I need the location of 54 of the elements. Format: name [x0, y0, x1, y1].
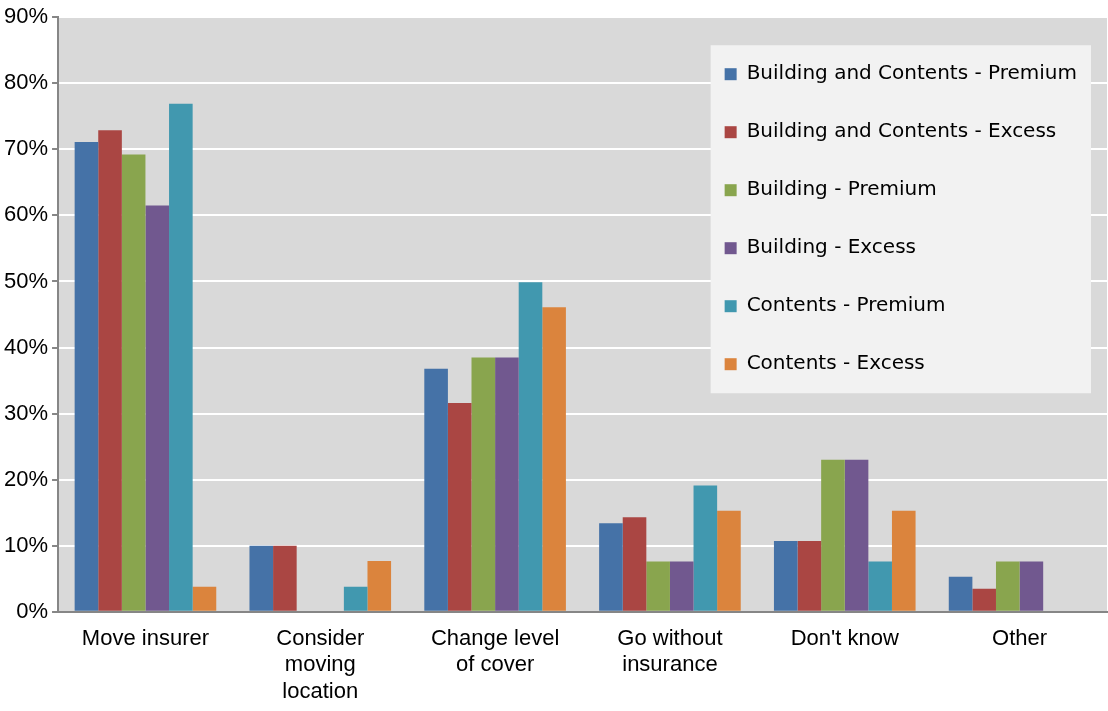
- bar: [773, 541, 798, 611]
- x-tick-label: Consider moving location: [276, 625, 365, 703]
- y-tick-label: 90%: [3, 3, 49, 29]
- bar: [797, 541, 822, 611]
- bar: [646, 561, 670, 611]
- legend-label: Building and Contents - Excess: [746, 118, 1057, 143]
- bar: [868, 561, 892, 611]
- legend-label: Contents - Premium: [746, 292, 946, 317]
- bar: [891, 510, 916, 611]
- x-tick-label: Other: [992, 625, 1048, 651]
- y-tick-label: 50%: [3, 267, 49, 293]
- y-tick-label: 40%: [3, 333, 49, 359]
- bar: [249, 545, 274, 611]
- bar: [145, 205, 170, 611]
- bar: [343, 586, 368, 611]
- bar: [447, 403, 472, 611]
- y-tick-label: 60%: [3, 201, 49, 227]
- bar: [542, 307, 566, 611]
- bar: [717, 510, 741, 611]
- bar: [273, 545, 297, 611]
- legend-label: Building - Premium: [746, 176, 937, 201]
- y-tick-label: 80%: [3, 69, 49, 95]
- x-tick-label: Move insurer: [81, 625, 210, 651]
- legend-label: Building and Contents - Premium: [746, 60, 1078, 85]
- bar: [1019, 561, 1044, 611]
- bar: [844, 459, 869, 611]
- x-tick-label: Go without insurance: [617, 625, 723, 677]
- bar: [972, 588, 996, 611]
- y-tick-label: 30%: [3, 399, 49, 425]
- bar: [821, 459, 845, 611]
- legend-label: Building - Excess: [746, 234, 916, 259]
- y-tick-label: 70%: [3, 135, 49, 161]
- bar: [495, 357, 519, 611]
- bar: [121, 154, 146, 611]
- bar: [693, 485, 718, 611]
- y-tick-label: 0%: [16, 597, 49, 623]
- bar: [74, 142, 99, 611]
- x-tick-label: Don't know: [790, 625, 899, 651]
- bar: [98, 130, 122, 611]
- bar: [169, 103, 193, 611]
- legend-label: Contents - Excess: [746, 350, 925, 375]
- bar: [669, 561, 694, 611]
- bar: [367, 560, 392, 611]
- bar: [995, 561, 1020, 611]
- y-tick-label: 10%: [3, 531, 49, 557]
- y-tick-label: 20%: [3, 465, 49, 491]
- x-tick-label: Change level of cover: [430, 625, 560, 677]
- bar: [599, 523, 623, 611]
- bar: [948, 576, 973, 611]
- bar: [518, 282, 543, 611]
- bar: [471, 357, 496, 611]
- bar: [622, 517, 647, 611]
- bar: [192, 586, 217, 611]
- bar: [424, 368, 448, 611]
